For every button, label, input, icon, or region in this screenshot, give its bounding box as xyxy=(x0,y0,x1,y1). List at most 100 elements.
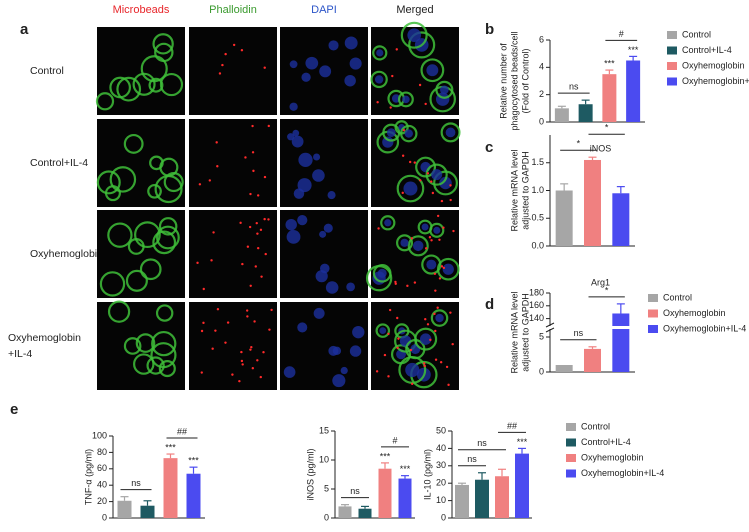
bead xyxy=(401,154,405,157)
break-mark xyxy=(545,322,555,328)
bead xyxy=(391,74,394,78)
bead xyxy=(268,328,271,331)
cell xyxy=(425,163,448,186)
bead xyxy=(424,102,427,106)
legend-swatch xyxy=(566,454,576,462)
y-tick-label: 0 xyxy=(539,116,544,126)
bead xyxy=(240,48,244,52)
cell xyxy=(152,230,177,255)
bead xyxy=(410,382,414,386)
bead xyxy=(402,128,406,132)
nucleus xyxy=(346,282,355,292)
y-tick-label: 160 xyxy=(529,300,544,310)
cell xyxy=(159,72,184,97)
legend-label: Oxyhemoglobin+IL-4 xyxy=(682,76,749,86)
cell xyxy=(139,258,162,281)
y-tick-label: 0 xyxy=(539,366,544,376)
cell xyxy=(396,234,414,252)
y-tick-label: 1.5 xyxy=(531,157,544,167)
bead xyxy=(387,332,390,336)
bead xyxy=(431,191,435,195)
bar xyxy=(578,104,593,122)
nucleus xyxy=(413,240,424,252)
bar xyxy=(163,458,178,518)
cell xyxy=(95,92,115,111)
bead xyxy=(259,375,262,379)
cell xyxy=(375,323,391,338)
bead xyxy=(436,214,440,218)
significance: ## xyxy=(507,421,517,431)
bead xyxy=(270,308,273,312)
cell xyxy=(148,77,164,93)
bead xyxy=(383,353,387,357)
nucleus xyxy=(285,219,297,231)
bead xyxy=(264,252,267,256)
bead xyxy=(413,161,416,164)
nucleus xyxy=(327,191,336,200)
cell xyxy=(133,353,155,375)
bead xyxy=(251,151,255,154)
bead xyxy=(221,63,224,67)
bar xyxy=(475,479,489,518)
legend-label: Oxyhemoglobin xyxy=(663,308,726,318)
bead xyxy=(240,359,244,363)
bead xyxy=(255,221,258,225)
bead xyxy=(267,218,270,221)
nucleus xyxy=(426,64,439,77)
bar xyxy=(612,313,630,372)
y-tick-label: 1.0 xyxy=(531,185,544,195)
nucleus xyxy=(283,366,296,378)
bead xyxy=(253,320,256,323)
bead xyxy=(406,284,409,288)
bar xyxy=(602,74,617,122)
cell xyxy=(96,170,121,195)
y-tick-label: 140 xyxy=(529,313,544,323)
bead xyxy=(211,347,214,350)
bead xyxy=(438,277,442,280)
bar xyxy=(626,60,641,122)
y-tick-label: 20 xyxy=(436,478,446,488)
bead xyxy=(260,275,263,278)
panel-letter: d xyxy=(485,296,494,313)
significance: *** xyxy=(188,456,199,466)
cell xyxy=(125,269,148,292)
cell xyxy=(435,80,454,99)
nucleus xyxy=(442,263,454,275)
nucleus xyxy=(313,153,321,161)
bead xyxy=(433,312,436,316)
row-label: Control xyxy=(30,65,64,77)
significance: # xyxy=(619,29,624,39)
y-axis-label: Relative number of xyxy=(498,43,508,119)
bar xyxy=(140,505,155,518)
significance: # xyxy=(392,435,397,445)
significance: * xyxy=(605,285,609,295)
cell xyxy=(400,21,428,49)
y-tick-label: 100 xyxy=(92,430,107,440)
bead xyxy=(263,175,267,179)
nucleus xyxy=(291,135,304,148)
nucleus xyxy=(319,65,332,78)
bead xyxy=(423,362,426,365)
micrograph xyxy=(189,210,277,298)
nucleus xyxy=(431,169,443,181)
cell xyxy=(158,360,176,378)
cell xyxy=(430,309,449,327)
panel-letter: c xyxy=(485,139,493,156)
column-label: Merged xyxy=(396,4,433,16)
y-tick-label: 80 xyxy=(97,447,107,457)
bead xyxy=(445,365,449,369)
nucleus xyxy=(377,268,387,278)
panel-letter: a xyxy=(20,21,29,38)
bead xyxy=(224,52,227,56)
y-tick-label: 0 xyxy=(441,512,446,522)
cell xyxy=(107,300,131,323)
legend-label: Control xyxy=(682,29,711,39)
bead xyxy=(210,259,213,262)
bar xyxy=(338,506,352,518)
bead xyxy=(200,329,204,333)
bar xyxy=(358,508,372,518)
cell xyxy=(408,31,436,59)
bead xyxy=(200,371,203,374)
y-axis-label: IL-10 (pg/ml) xyxy=(422,449,432,500)
